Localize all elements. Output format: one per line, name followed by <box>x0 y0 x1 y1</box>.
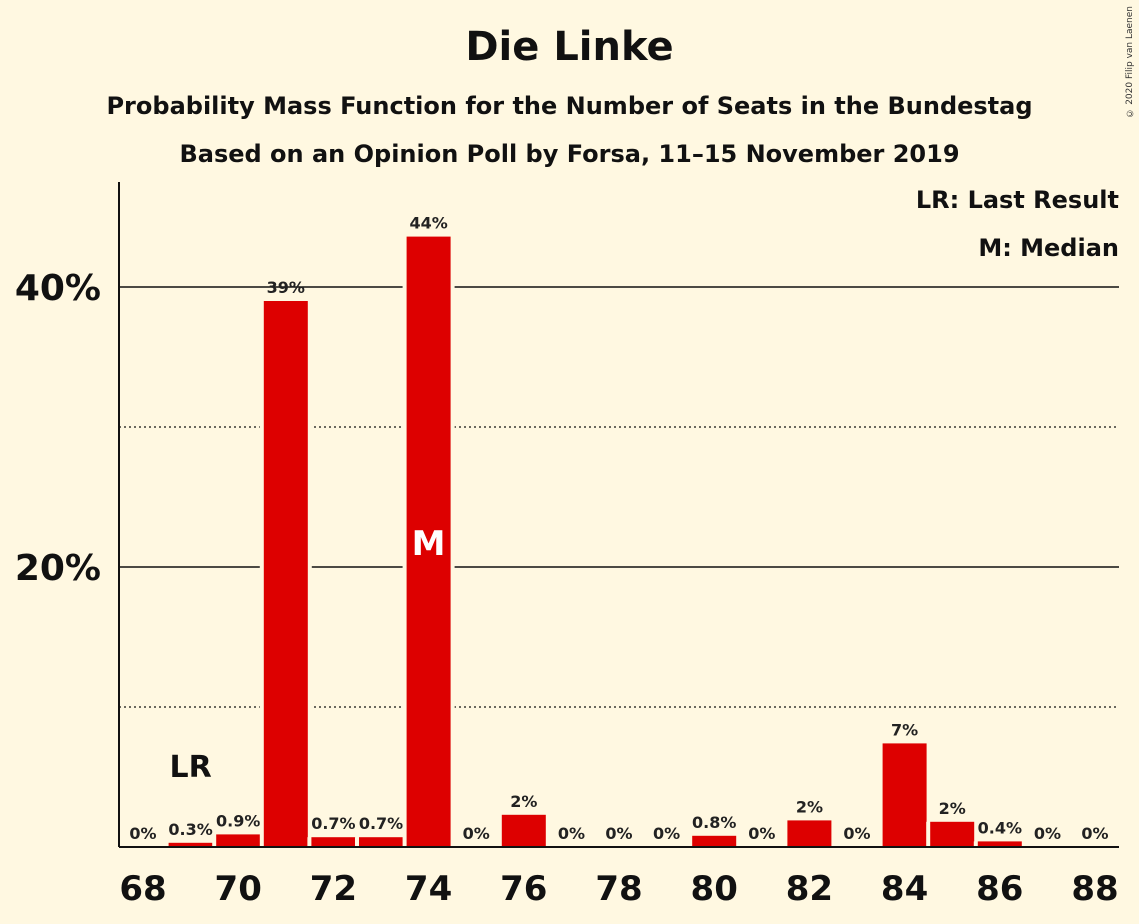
legend-median: M: Median <box>978 234 1119 262</box>
legend-last-result: LR: Last Result <box>915 186 1119 214</box>
bar <box>406 236 451 848</box>
x-tick-label: 86 <box>976 869 1023 909</box>
x-tick-label: 74 <box>405 869 452 909</box>
bar-value-label: 0.4% <box>978 818 1022 837</box>
bar-value-label: 0.7% <box>359 814 403 833</box>
x-tick-label: 80 <box>691 869 738 909</box>
bar <box>501 814 546 847</box>
bar-value-label: 0% <box>605 824 632 843</box>
bar-value-label: 7% <box>891 720 918 739</box>
x-tick-label: 82 <box>786 869 833 909</box>
x-tick-label: 70 <box>215 869 262 909</box>
bar <box>263 301 308 847</box>
chart-subtitle-poll: Based on an Opinion Poll by Forsa, 11–15… <box>179 140 960 168</box>
bar-value-label: 0.8% <box>692 813 736 832</box>
bar-value-label: 0.7% <box>311 814 355 833</box>
x-tick-label: 72 <box>310 869 357 909</box>
bar-value-label: 39% <box>267 278 305 297</box>
chart-subtitle: Probability Mass Function for the Number… <box>106 92 1033 120</box>
y-tick-label: 40% <box>15 268 101 309</box>
bar <box>692 835 737 847</box>
bar-value-label: 0% <box>748 824 775 843</box>
y-tick-label: 20% <box>15 548 101 589</box>
median-marker: M <box>412 524 446 564</box>
bar-value-label: 2% <box>796 797 823 816</box>
bar-value-label: 0% <box>129 824 156 843</box>
bar-value-label: 0.9% <box>216 811 260 830</box>
bar-value-label: 44% <box>409 214 447 233</box>
bar-value-label: 2% <box>939 799 966 818</box>
bar-value-label: 0% <box>653 824 680 843</box>
bar <box>168 842 213 847</box>
x-tick-label: 84 <box>881 869 928 909</box>
bar <box>787 820 832 847</box>
bar-value-label: 0% <box>558 824 585 843</box>
bar-value-label: 0.3% <box>168 820 212 839</box>
x-tick-label: 68 <box>119 869 166 909</box>
bar <box>882 743 927 847</box>
x-tick-label: 76 <box>500 869 547 909</box>
bar <box>311 837 356 847</box>
bar-value-label: 0% <box>463 824 490 843</box>
bar-value-label: 0% <box>843 824 870 843</box>
bar-value-label: 2% <box>510 792 537 811</box>
bar-value-label: 0% <box>1034 824 1061 843</box>
chart-title: Die Linke <box>465 24 674 70</box>
x-tick-label: 78 <box>595 869 642 909</box>
last-result-marker: LR <box>169 750 211 785</box>
bar <box>930 821 975 847</box>
bar-value-label: 0% <box>1081 824 1108 843</box>
bar <box>216 834 261 847</box>
bar <box>977 841 1022 847</box>
x-tick-label: 88 <box>1071 869 1118 909</box>
bar <box>359 837 403 847</box>
